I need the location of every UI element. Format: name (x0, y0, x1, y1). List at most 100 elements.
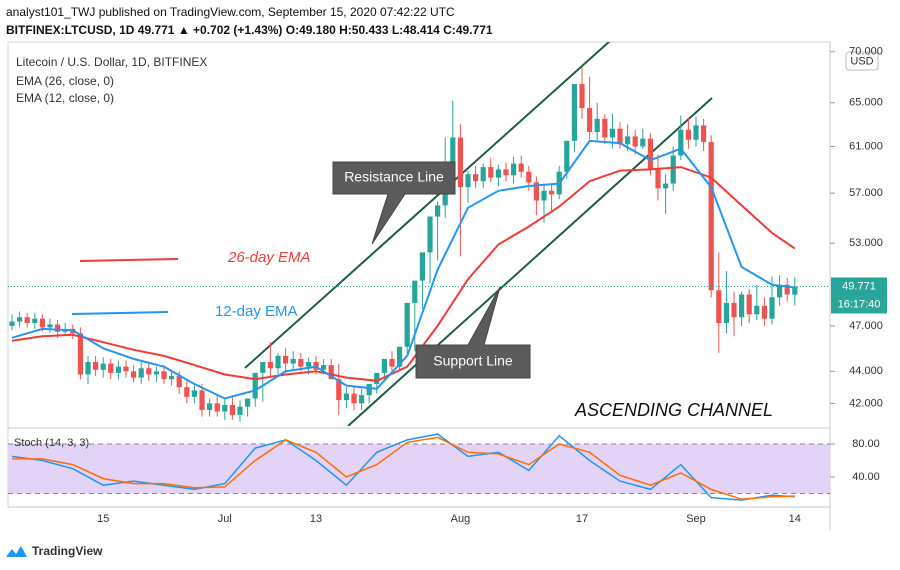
candle-body (412, 280, 418, 303)
candle-body (427, 216, 433, 253)
countdown-box (831, 295, 887, 314)
ema26-annotation: 26-day EMA (227, 249, 311, 266)
candle-body (267, 362, 273, 369)
candle-body (298, 358, 304, 367)
brand-icon (6, 546, 27, 557)
currency-label: USD (850, 55, 873, 67)
legend-entry: EMA (26, close, 0) (16, 74, 114, 88)
candle-body (199, 390, 205, 410)
x-tick-label: Aug (451, 513, 471, 525)
candle-body (131, 371, 137, 378)
candle-body (146, 368, 152, 375)
candle-body (32, 318, 38, 324)
candle-body (518, 163, 524, 172)
stoch-pane (8, 433, 830, 501)
candle-body (55, 324, 61, 332)
stoch-band (8, 444, 830, 494)
legend-entry: EMA (12, close, 0) (16, 91, 114, 105)
candle-body (473, 174, 479, 182)
candle-body (169, 376, 175, 380)
last-price-box (831, 277, 887, 296)
candle-body (777, 284, 783, 298)
candle-body (351, 393, 357, 404)
publisher-line: analyst101_TWJ published on TradingView.… (6, 5, 455, 19)
candle-body (769, 297, 775, 319)
currency-box[interactable] (845, 51, 879, 71)
stoch-line (12, 436, 795, 501)
candle-body (419, 252, 425, 281)
candle-body (708, 141, 714, 291)
quote-line: BITFINEX:LTCUSD, 1D 49.771 ▲ +0.702 (+1.… (6, 23, 493, 37)
legend-title: Litecoin / U.S. Dollar, 1D, BITFINEX (16, 55, 207, 69)
candle-body (184, 387, 190, 397)
y-tick-label: 44.000 (849, 365, 883, 377)
candle-body (716, 290, 722, 324)
last-price-label: 49.771 (842, 280, 876, 292)
candle-body (397, 346, 403, 367)
y-tick-label: 47.000 (849, 320, 883, 332)
callout-text: Resistance Line (344, 169, 444, 185)
candle-body (594, 118, 600, 132)
candle-body (784, 284, 790, 295)
candle-body (381, 358, 387, 373)
ema12-key (71, 311, 169, 315)
y-tick-label: 70.000 (849, 46, 883, 58)
candle-body (176, 376, 182, 388)
y-tick-label: 61.000 (849, 140, 883, 152)
candle-body (746, 294, 752, 315)
candle-body (495, 169, 501, 178)
resistance-callout: Resistance Line (332, 161, 456, 245)
candle-body (587, 108, 593, 132)
brand-text: TradingView (32, 544, 103, 558)
candle-body (685, 129, 691, 140)
candle-body (511, 163, 517, 176)
candle-body (321, 365, 327, 370)
candle-body (549, 190, 555, 195)
candle-body (366, 383, 372, 396)
candle-body (465, 174, 471, 188)
candle-body (571, 83, 577, 141)
candle-body (647, 138, 653, 170)
candle-body (503, 169, 509, 176)
x-tick-label: Jul (218, 513, 232, 525)
callout-shape (415, 286, 531, 379)
stoch-title: Stoch (14, 3, 3) (14, 437, 89, 449)
candle-body (343, 393, 349, 401)
candle-body (123, 366, 129, 372)
candle-body (663, 183, 669, 189)
candle-body (328, 365, 334, 380)
countdown-label: 16:17:40 (838, 298, 881, 310)
x-tick-label: 17 (576, 513, 588, 525)
candle-body (108, 363, 114, 373)
candle-body (305, 362, 311, 367)
candle-body (138, 368, 144, 378)
candle-body (541, 190, 547, 201)
candle-body (336, 379, 342, 401)
candle-body (435, 205, 441, 217)
candle-body (24, 317, 30, 324)
candle-body (640, 138, 646, 147)
callout-text: Support Line (433, 353, 513, 369)
stoch-line (11, 433, 795, 501)
candle-body (617, 128, 623, 145)
main-pane (9, 42, 798, 426)
candle-body (609, 128, 615, 138)
candle-body (229, 404, 235, 415)
candle-body (754, 305, 760, 315)
candle-body (93, 362, 99, 370)
candle-body (526, 171, 532, 183)
candle-body (457, 137, 463, 188)
candle-body (77, 333, 83, 375)
candle-body (222, 404, 228, 412)
candle-body (389, 358, 395, 367)
candle-body (161, 371, 167, 380)
candle-body (564, 140, 570, 172)
support-callout: Support Line (415, 286, 531, 379)
candle-body (731, 302, 737, 318)
candle-body (252, 372, 258, 399)
x-tick-label: 13 (310, 513, 322, 525)
candle-body (85, 362, 91, 375)
candle-body (701, 125, 707, 142)
candle-body (214, 403, 220, 412)
